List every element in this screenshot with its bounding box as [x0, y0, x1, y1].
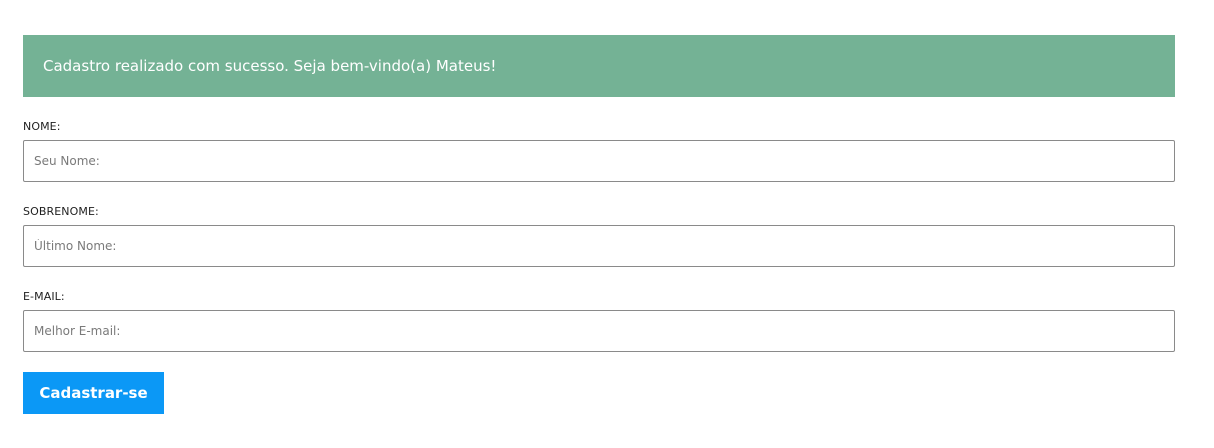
last-name-input[interactable]: [23, 225, 1175, 267]
email-label: E-MAIL:: [23, 290, 65, 303]
email-input[interactable]: [23, 310, 1175, 352]
success-alert: Cadastro realizado com sucesso. Seja bem…: [23, 35, 1175, 97]
last-name-label: SOBRENOME:: [23, 205, 99, 218]
success-alert-message: Cadastro realizado com sucesso. Seja bem…: [43, 57, 497, 75]
first-name-label: NOME:: [23, 120, 61, 133]
signup-button[interactable]: Cadastrar-se: [23, 372, 164, 414]
first-name-input[interactable]: [23, 140, 1175, 182]
